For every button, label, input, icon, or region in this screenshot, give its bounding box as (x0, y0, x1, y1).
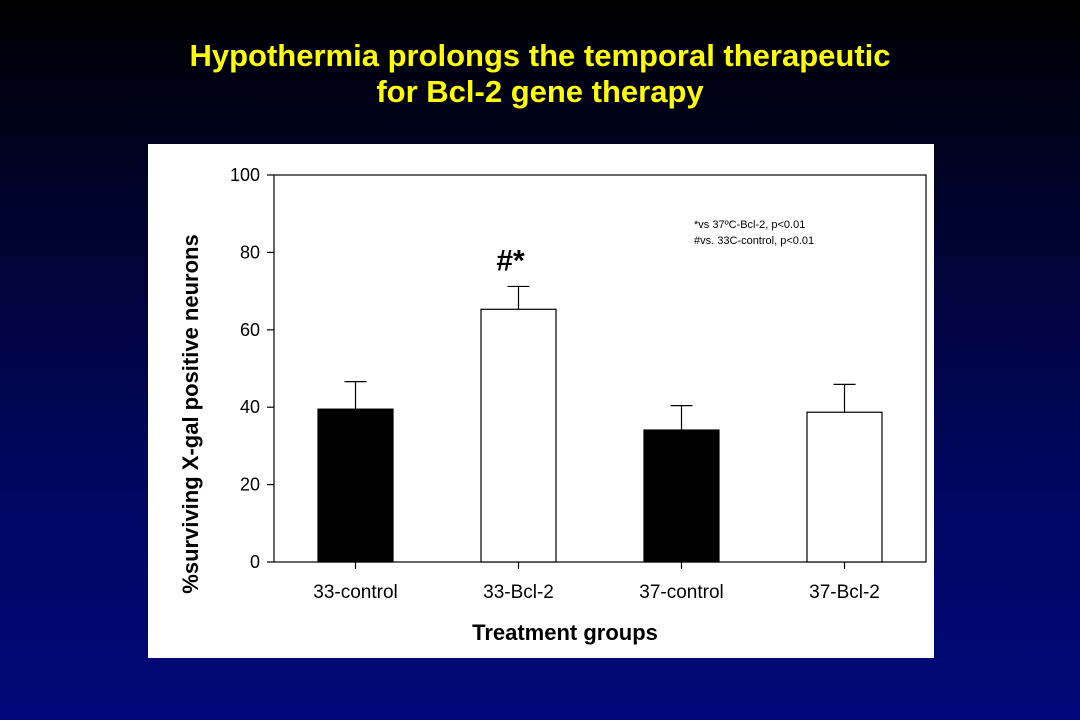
x-axis-title: Treatment groups (472, 620, 658, 645)
bar-33-control (317, 408, 394, 563)
y-tick-label: 80 (240, 242, 260, 262)
x-tick-label: 33-control (313, 582, 398, 603)
y-tick-label: 100 (230, 165, 260, 185)
x-tick-label: 33-Bcl-2 (483, 582, 554, 603)
slide-title-line-2: for Bcl-2 gene therapy (376, 74, 704, 109)
y-tick-label: 60 (240, 320, 260, 340)
plot-frame (273, 174, 927, 563)
annotation-line-1: *vs 37ºC-Bcl-2, p<0.01 (694, 219, 805, 231)
y-tick-label: 20 (240, 475, 260, 495)
slide-title: Hypothermia prolongs the temporal therap… (0, 38, 1080, 110)
bar-37-control (643, 429, 720, 563)
annotation-line-2: #vs. 33C-control, p<0.01 (694, 235, 814, 247)
y-tick-label: 40 (240, 397, 260, 417)
y-tick-label: 0 (250, 552, 260, 572)
x-tick-label: 37-Bcl-2 (809, 582, 880, 603)
significance-marker: #* (496, 244, 525, 277)
y-axis-title: %surviving X-gal positive neurons (178, 234, 203, 593)
bar-37-Bcl-2 (806, 411, 883, 563)
bar-33-Bcl-2 (480, 308, 557, 563)
x-axis: 33-control 33-Bcl-2 37-control 37-Bcl-2 (313, 562, 880, 603)
bars (317, 285, 883, 563)
x-tick-label: 37-control (639, 582, 724, 603)
bar-chart: 0 20 40 60 80 100 33-control 33-Bcl-2 37-contro… (178, 165, 927, 645)
chart-panel: 0 20 40 60 80 100 33-control 33-Bcl-2 37-contro… (148, 144, 934, 658)
slide-title-line-1: Hypothermia prolongs the temporal therap… (189, 38, 891, 73)
y-axis: 0 20 40 60 80 100 (230, 165, 274, 572)
